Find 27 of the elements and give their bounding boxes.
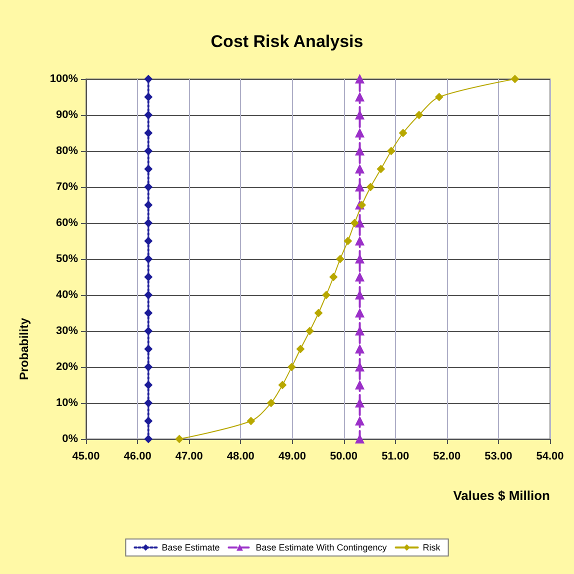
- x-tick-label: 46.00: [124, 450, 152, 462]
- x-axis-title: Values $ Million: [453, 488, 550, 503]
- y-tick-label: 50%: [56, 253, 78, 265]
- x-tick-label: 48.00: [226, 450, 254, 462]
- x-tick-label: 52.00: [433, 450, 461, 462]
- y-tick-label: 20%: [56, 361, 78, 373]
- x-tick-label: 54.00: [536, 450, 564, 462]
- y-tick-label: 40%: [56, 289, 78, 301]
- y-tick-label: 30%: [56, 325, 78, 337]
- legend-label: Risk: [422, 542, 441, 552]
- x-tick-label: 45.00: [72, 450, 100, 462]
- legend-label: Base Estimate With Contingency: [256, 542, 388, 552]
- y-tick-label: 100%: [50, 73, 78, 85]
- y-tick-label: 0%: [62, 433, 78, 445]
- x-tick-label: 49.00: [278, 450, 306, 462]
- y-tick-label: 60%: [56, 217, 78, 229]
- x-tick-label: 47.00: [175, 450, 203, 462]
- x-tick-label: 50.00: [330, 450, 358, 462]
- y-tick-label: 80%: [56, 145, 78, 157]
- y-tick-label: 70%: [56, 181, 78, 193]
- chart-title: Cost Risk Analysis: [210, 32, 364, 51]
- y-tick-label: 10%: [56, 397, 78, 409]
- y-axis-title: Probability: [17, 318, 31, 380]
- x-tick-label: 53.00: [484, 450, 512, 462]
- x-tick-label: 51.00: [382, 450, 410, 462]
- y-tick-label: 90%: [56, 109, 78, 121]
- legend-label: Base Estimate: [162, 542, 220, 552]
